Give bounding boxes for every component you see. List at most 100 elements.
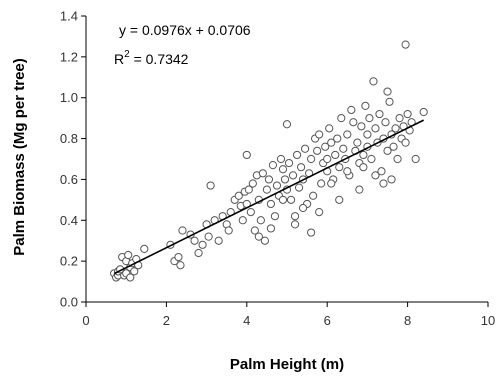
data-point (198, 240, 207, 249)
r2-exponent: 2 (124, 49, 130, 60)
data-point (349, 118, 358, 127)
data-point (403, 109, 412, 119)
data-point (256, 216, 265, 225)
data-point (204, 232, 213, 241)
data-point (367, 154, 376, 164)
data-point (262, 185, 271, 194)
data-point (178, 226, 187, 235)
data-point (284, 158, 294, 168)
data-point (248, 179, 257, 188)
data-point (288, 171, 298, 180)
data-point (419, 107, 428, 117)
data-point (361, 101, 370, 110)
data-point (298, 203, 308, 213)
y-tick-label: 0.8 (60, 131, 78, 146)
r2-prefix: R (114, 51, 124, 67)
data-point (290, 212, 300, 221)
data-point (347, 105, 356, 115)
data-point (387, 175, 396, 184)
data-point (130, 267, 139, 276)
data-point (353, 138, 362, 147)
x-axis-title: Palm Height (m) (230, 356, 344, 373)
data-point (174, 252, 183, 262)
regression-equation: y = 0.0976x + 0.0706 (119, 22, 251, 38)
data-point (355, 185, 364, 194)
data-point (359, 150, 368, 160)
data-point (359, 163, 368, 172)
data-point (282, 120, 292, 129)
data-point (391, 124, 400, 133)
data-point (369, 77, 378, 86)
data-point (377, 167, 386, 176)
y-tick-label: 1.2 (60, 49, 78, 64)
data-point (268, 161, 278, 170)
data-point (278, 165, 288, 174)
data-point (381, 118, 390, 127)
data-point (242, 150, 251, 160)
data-point (260, 236, 269, 245)
data-point (335, 195, 344, 204)
data-point (321, 142, 330, 151)
r-squared-annotation: R2 = 0.7342 (114, 49, 189, 67)
data-point (246, 208, 255, 217)
data-point (365, 114, 374, 123)
data-point (313, 146, 322, 155)
data-point (339, 144, 348, 153)
data-point (411, 154, 420, 164)
data-point (363, 130, 372, 139)
data-point (234, 191, 243, 200)
data-point (371, 124, 380, 133)
x-tick-label: 6 (324, 313, 331, 328)
data-point (272, 181, 282, 190)
y-tick-label: 0.4 (60, 213, 78, 228)
y-tick-label: 0.2 (60, 254, 78, 269)
data-point (331, 150, 340, 160)
data-point (307, 154, 316, 164)
data-point (335, 163, 344, 172)
data-point (244, 185, 253, 194)
data-point (379, 179, 388, 188)
data-point (276, 154, 286, 164)
data-point (238, 216, 247, 225)
data-point (176, 261, 185, 270)
data-point (140, 244, 149, 253)
y-tick-label: 1.0 (60, 90, 78, 105)
data-point (258, 169, 267, 178)
x-tick-label: 10 (481, 313, 495, 328)
data-point (315, 208, 324, 217)
data-point (294, 183, 304, 192)
data-point (333, 134, 342, 143)
axes (85, 16, 488, 303)
ticks: 0.0 0.2 0.4 0.6 0.8 1.0 1.2 1.4 0 2 4 6 8 10 (60, 9, 495, 329)
data-point (327, 179, 336, 188)
data-point (309, 191, 318, 200)
trendline-group (113, 119, 425, 275)
data-point (343, 167, 352, 176)
y-tick-label: 0.0 (60, 295, 78, 310)
data-point (266, 224, 276, 233)
data-point (300, 144, 310, 153)
data-point (327, 138, 336, 147)
data-point (325, 124, 334, 133)
data-point (389, 142, 398, 151)
data-point (214, 236, 223, 245)
data-point (190, 236, 199, 245)
data-point (250, 226, 259, 235)
data-point (206, 181, 215, 190)
data-point (290, 220, 300, 229)
data-point (224, 226, 233, 235)
y-tick-label: 1.4 (60, 9, 78, 24)
data-point (343, 130, 352, 139)
y-axis-title: Palm Biomass (Mg per tree) (11, 58, 28, 256)
data-point (254, 232, 263, 241)
regression-line (113, 119, 425, 275)
data-point (383, 87, 392, 96)
data-point (357, 122, 366, 131)
data-point (296, 163, 306, 172)
data-point (385, 97, 394, 106)
data-point (317, 179, 326, 188)
data-point (126, 273, 135, 282)
x-tick-label: 4 (243, 313, 250, 328)
